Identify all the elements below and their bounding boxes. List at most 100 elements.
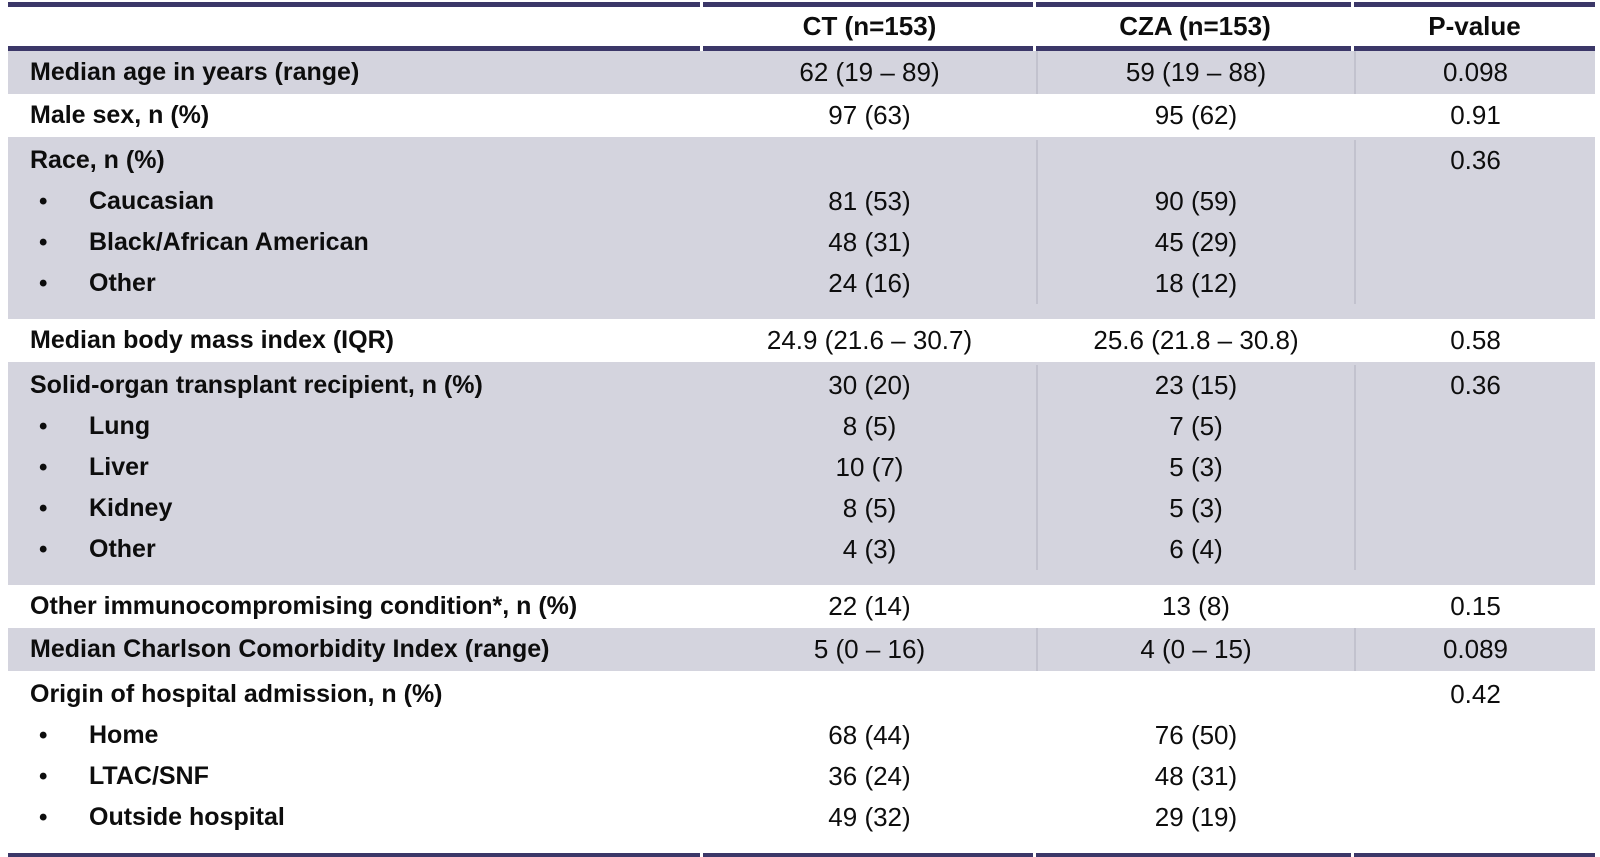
row-label-cell: Origin of hospital admission, n (%) • Home… [8,674,703,838]
table-row: Solid-organ transplant recipient, n (%) •… [8,362,1595,585]
value-text: 30 (20) [828,370,911,400]
value-text: 22 (14) [828,591,911,621]
value-text: 62 (19 – 89) [799,57,940,87]
row-label: LTAC/SNF [89,762,209,790]
row-label-cell: Other immunocompromising condition*, n (… [8,585,703,628]
row-label: Origin of hospital admission, n (%) [30,680,443,708]
row-label-line: Median Charlson Comorbidity Index (range… [30,629,550,670]
ct-value: 81 (53) [703,181,1036,222]
p-value [1356,797,1595,838]
row-label-line: • Lung [30,406,703,447]
value-text: 97 (63) [828,100,911,130]
border-segment [1354,853,1595,857]
bullet-icon: • [39,188,48,215]
cza-value [1038,140,1354,181]
border-segment [703,2,1036,7]
p-value [1356,488,1595,529]
cza-value: 76 (50) [1038,715,1354,756]
p-value-cell: 0.36 [1354,140,1595,304]
row-label-line: • Kidney [30,488,703,529]
value-text: 5 (3) [1169,493,1223,523]
bullet-icon: • [39,413,48,440]
table-header-row: CT (n=153) CZA (n=153) P-value [8,7,1595,46]
ct-value: 8 (5) [703,406,1036,447]
table-row: Origin of hospital admission, n (%) • Home… [8,671,1595,853]
row-label: Other [89,535,156,563]
p-value [1356,263,1595,304]
border-segment [1036,853,1354,857]
ct-value-cell: 97 (63) [703,94,1036,137]
bullet-icon: • [39,229,48,256]
p-value [1356,715,1595,756]
baseline-characteristics-table: CT (n=153) CZA (n=153) P-value Median ag… [8,2,1595,857]
ct-value-cell: 81 (53) 48 (31) 24 (16) [703,140,1036,304]
border-segment [8,853,703,857]
table-row: Race, n (%) • Caucasian • Black/African Amer… [8,137,1595,319]
border-segment [1354,2,1595,7]
ct-value [703,140,1036,181]
cza-value: 48 (31) [1038,756,1354,797]
header-cell-label-spacer [8,7,703,46]
ct-value: 36 (24) [703,756,1036,797]
cza-value-cell: 4 (0 – 15) [1036,628,1354,671]
cza-value: 95 (62) [1155,95,1237,136]
row-label: Caucasian [89,187,215,215]
table-row: Median Charlson Comorbidity Index (range… [8,628,1595,671]
border-segment [703,853,1036,857]
cza-value: 45 (29) [1038,222,1354,263]
p-value: 0.58 [1450,320,1501,361]
ct-value-cell: 62 (19 – 89) [703,51,1036,94]
p-value: 0.42 [1356,674,1595,715]
ct-value-cell: 68 (44) 36 (24) 49 (32) [703,674,1036,838]
value-text: 18 (12) [1154,268,1238,298]
value-text: 81 (53) [828,186,911,216]
row-label: Male sex, n (%) [30,101,210,129]
ct-value-cell: 5 (0 – 16) [703,628,1036,671]
row-label: Outside hospital [89,803,285,831]
p-value [1356,756,1595,797]
row-label-cell: Race, n (%) • Caucasian • Black/African Amer… [8,140,703,304]
value-text: 0.91 [1450,100,1501,130]
value-text: 4 (0 – 15) [1140,634,1252,664]
row-label-line: Other immunocompromising condition*, n (… [30,586,577,627]
bullet-icon: • [39,495,48,522]
cza-value-cell: 90 (59) 45 (29) 18 (12) [1036,140,1354,304]
ct-value-cell: 24.9 (21.6 – 30.7) [703,319,1036,362]
row-label-cell: Median Charlson Comorbidity Index (range… [8,628,703,671]
ct-value: 68 (44) [703,715,1036,756]
border-segment [1354,46,1595,51]
ct-value: 4 (3) [703,529,1036,570]
value-text: 0.098 [1442,57,1509,87]
ct-value: 49 (32) [703,797,1036,838]
ct-value: 22 (14) [828,586,910,627]
bullet-icon: • [39,536,48,563]
border-segment [703,46,1036,51]
value-text: 68 (44) [828,720,911,750]
cza-value: 29 (19) [1038,797,1354,838]
value-text: 8 (5) [842,493,897,523]
p-value: 0.089 [1443,629,1508,670]
cza-value: 59 (19 – 88) [1126,52,1266,93]
cza-value-cell: 59 (19 – 88) [1036,51,1354,94]
cza-value: 25.6 (21.8 – 30.8) [1093,320,1298,361]
p-value: 0.36 [1356,140,1595,181]
ct-value: 10 (7) [703,447,1036,488]
cza-value [1038,674,1354,715]
header-cell-cza: CZA (n=153) [1119,11,1271,41]
cza-value: 13 (8) [1162,586,1230,627]
cza-value-cell: 25.6 (21.8 – 30.8) [1036,319,1354,362]
ct-value: 24 (16) [703,263,1036,304]
row-label: Black/African American [89,228,369,256]
cza-value-cell: 23 (15) 7 (5) 5 (3) 5 (3) 6 (4) [1036,365,1354,570]
row-label: Other [89,269,156,297]
ct-value: 5 (0 – 16) [814,629,925,670]
ct-value: 62 (19 – 89) [799,52,939,93]
row-label-line: Solid-organ transplant recipient, n (%) [30,365,703,406]
row-label: Liver [89,453,149,481]
cza-value-cell: 13 (8) [1036,585,1354,628]
border-segment [8,46,703,51]
ct-value-cell: 30 (20) 8 (5) 10 (7) 8 (5) 4 (3) [703,365,1036,570]
row-label: Home [89,721,159,749]
row-label-cell: Male sex, n (%) [8,94,703,137]
cza-value: 5 (3) [1038,488,1354,529]
